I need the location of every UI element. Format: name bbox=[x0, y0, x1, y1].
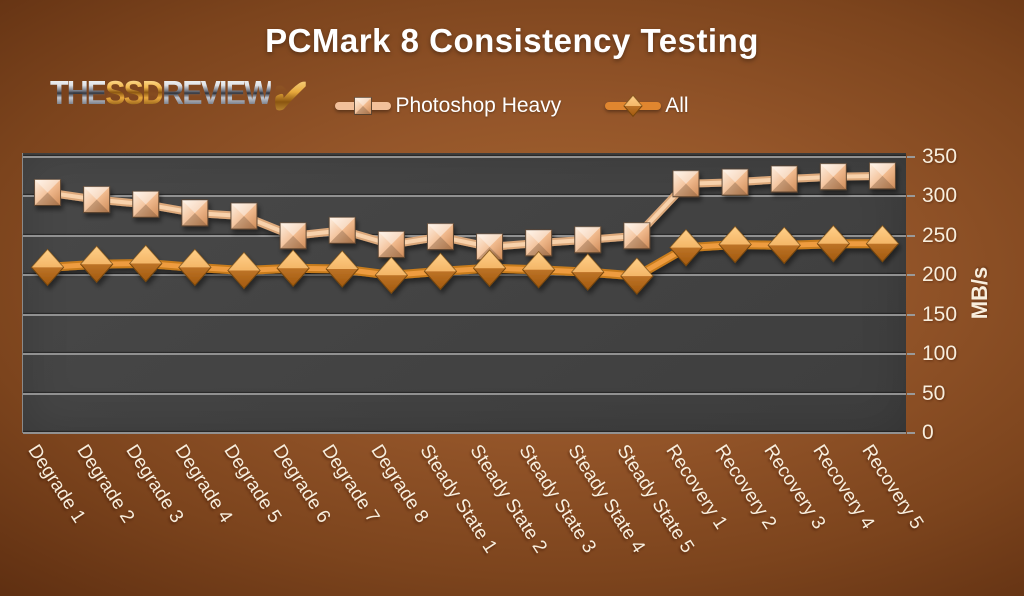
gridline-350 bbox=[23, 156, 906, 158]
square-marker bbox=[426, 223, 454, 251]
diamond-marker bbox=[325, 250, 359, 288]
gridline-300 bbox=[23, 195, 906, 198]
diamond-marker bbox=[129, 244, 163, 283]
diamond-marker bbox=[79, 245, 114, 283]
legend-square-icon bbox=[354, 97, 373, 115]
y-tick-label: 100 bbox=[922, 342, 958, 366]
y-tick-mark bbox=[907, 392, 915, 395]
y-tick-label: 0 bbox=[922, 421, 934, 444]
square-marker bbox=[476, 233, 504, 261]
series-square bbox=[34, 162, 896, 261]
gridline-150 bbox=[23, 313, 906, 316]
y-tick-mark bbox=[907, 432, 915, 434]
y-axis-label: MB/s bbox=[967, 266, 992, 320]
square-marker bbox=[377, 231, 405, 259]
legend-label: Photoshop Heavy bbox=[395, 94, 562, 117]
diamond-marker bbox=[423, 252, 458, 291]
y-tick-mark bbox=[907, 195, 915, 198]
square-marker bbox=[623, 222, 651, 250]
gridline-0 bbox=[23, 432, 906, 434]
legend-item-all: All bbox=[605, 94, 689, 118]
gridline-100 bbox=[23, 353, 906, 356]
diamond-marker bbox=[669, 228, 703, 267]
checkmark-icon: ✔ bbox=[267, 72, 306, 122]
y-tick-label: 250 bbox=[922, 223, 958, 247]
diamond-marker bbox=[718, 225, 752, 264]
y-tick-mark bbox=[907, 353, 915, 356]
square-marker bbox=[354, 97, 373, 115]
logo-part-the: THE bbox=[50, 76, 107, 109]
legend-diamond-icon bbox=[623, 94, 643, 118]
legend-item-photoshop-heavy: Photoshop Heavy bbox=[335, 94, 561, 118]
series-diamond bbox=[30, 224, 900, 295]
legend-line-sample bbox=[335, 97, 392, 115]
legend-line-sample bbox=[605, 94, 662, 118]
diamond-marker bbox=[767, 226, 801, 265]
chart-title: PCMark 8 Consistency Testing bbox=[265, 22, 759, 59]
y-tick-mark bbox=[907, 156, 915, 158]
diamond-marker bbox=[30, 248, 65, 287]
diamond-marker bbox=[521, 251, 556, 289]
y-tick-label: 50 bbox=[922, 381, 946, 405]
diamond-marker bbox=[620, 257, 654, 295]
y-tick-label: 150 bbox=[922, 302, 958, 326]
series-layer bbox=[30, 162, 900, 295]
square-marker bbox=[279, 222, 307, 250]
y-tick-label: 300 bbox=[922, 184, 958, 208]
square-marker bbox=[181, 199, 209, 227]
ssd-review-logo: THESSDREVIEW✔ THESSDREVIEW✔ bbox=[50, 71, 328, 174]
y-tick-label: 200 bbox=[922, 263, 958, 287]
chart-legend: Photoshop Heavy All bbox=[0, 94, 1024, 118]
square-marker bbox=[328, 216, 356, 244]
diamond-marker bbox=[374, 256, 409, 295]
y-tick-label: 350 bbox=[922, 145, 958, 168]
diamond-marker bbox=[571, 253, 605, 291]
diamond-marker bbox=[816, 224, 851, 263]
square-marker bbox=[574, 226, 602, 254]
gridline-50 bbox=[23, 392, 906, 395]
gridline-200 bbox=[23, 274, 906, 277]
square-marker bbox=[132, 190, 160, 218]
y-tick-mark bbox=[907, 274, 915, 277]
square-marker bbox=[83, 186, 111, 214]
logo-part-ssd: SSD bbox=[105, 76, 164, 109]
square-marker bbox=[819, 163, 847, 191]
square-marker bbox=[868, 162, 896, 190]
diamond-marker bbox=[178, 248, 212, 287]
square-marker bbox=[770, 165, 798, 193]
square-marker bbox=[672, 170, 700, 198]
diamond-marker bbox=[865, 224, 900, 263]
diamond-marker bbox=[227, 251, 261, 290]
diamond-marker bbox=[276, 249, 310, 287]
square-marker bbox=[721, 168, 749, 196]
square-marker bbox=[34, 178, 62, 206]
legend-label: All bbox=[665, 94, 689, 117]
square-marker bbox=[230, 202, 258, 230]
y-tick-mark bbox=[907, 234, 915, 237]
diamond-marker bbox=[623, 94, 643, 118]
logo-part-review: REVIEW bbox=[162, 76, 273, 109]
logo-text: THESSDREVIEW✔ bbox=[50, 72, 306, 122]
y-tick-mark bbox=[907, 313, 915, 316]
plot-area bbox=[22, 153, 906, 434]
diamond-marker bbox=[472, 249, 507, 287]
gridline-250 bbox=[23, 234, 906, 237]
